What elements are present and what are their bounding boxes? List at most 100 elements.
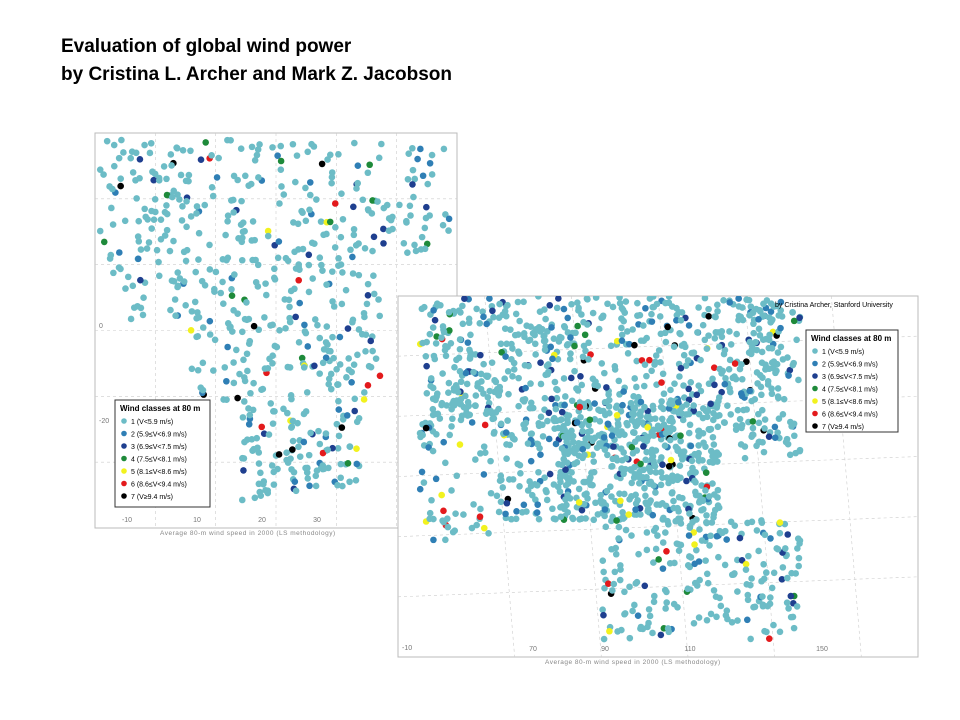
station-dot	[677, 437, 684, 445]
station-dot	[578, 311, 585, 318]
station-dot	[335, 150, 342, 158]
station-dot	[350, 231, 358, 239]
station-dot	[305, 451, 313, 459]
station-dot	[680, 382, 687, 389]
station-dot	[271, 342, 279, 350]
station-dot	[148, 225, 156, 232]
station-dot	[678, 410, 686, 417]
station-dot	[425, 444, 432, 451]
station-dot	[353, 460, 361, 468]
station-dot	[552, 405, 560, 413]
station-dot	[686, 510, 693, 517]
station-dot	[217, 289, 225, 297]
station-dot	[440, 328, 448, 336]
station-dot	[163, 175, 170, 183]
station-dot	[328, 169, 336, 176]
station-dot	[784, 440, 792, 448]
graticule	[398, 576, 918, 598]
station-dot	[191, 298, 199, 306]
legend-box	[114, 399, 211, 508]
station-dot	[641, 582, 649, 590]
station-dot	[503, 340, 510, 348]
station-dot	[670, 504, 678, 512]
station-dot	[327, 347, 334, 355]
station-dot	[431, 316, 439, 324]
station-dot	[96, 166, 104, 173]
station-dot	[255, 460, 263, 467]
station-dot	[610, 443, 617, 450]
station-dot	[485, 530, 492, 537]
station-dot	[100, 238, 108, 246]
station-dot	[419, 172, 427, 180]
station-dot	[352, 477, 360, 484]
station-dot	[423, 389, 431, 397]
station-dot	[151, 196, 159, 203]
station-dot	[350, 361, 358, 368]
station-dot	[404, 175, 412, 183]
station-dot	[758, 359, 766, 367]
station-dot	[561, 324, 569, 331]
station-dot	[764, 377, 772, 385]
station-dot	[633, 383, 640, 391]
legend-label: 4 (7.5≤V<8.1 m/s)	[131, 457, 187, 464]
station-dot	[703, 519, 710, 527]
station-dot	[669, 489, 676, 496]
station-dot	[428, 171, 436, 178]
station-dot	[117, 182, 124, 190]
station-dot	[477, 505, 484, 513]
station-dot	[537, 413, 545, 421]
station-dot	[631, 341, 638, 349]
station-dot	[680, 351, 688, 359]
station-dot	[255, 326, 263, 334]
station-dot	[168, 277, 176, 284]
station-dot	[703, 345, 711, 352]
station-dot	[472, 456, 479, 463]
station-dot	[419, 339, 426, 347]
station-dot	[643, 448, 650, 456]
station-dot	[795, 376, 802, 384]
station-dot	[426, 330, 434, 338]
station-dot	[601, 506, 609, 513]
station-dot	[549, 505, 556, 513]
station-dot	[776, 529, 784, 537]
station-dot	[328, 179, 335, 187]
station-dot	[573, 419, 581, 426]
station-dot	[755, 547, 762, 555]
station-dot	[115, 249, 123, 256]
station-dot	[564, 314, 572, 322]
station-dot	[604, 451, 611, 459]
station-dot	[618, 337, 626, 344]
station-dot	[777, 298, 785, 306]
station-dot	[228, 286, 235, 293]
station-dot	[185, 177, 192, 185]
station-dot	[296, 453, 304, 460]
station-dot	[133, 195, 140, 202]
station-dot	[178, 217, 186, 224]
station-dot	[755, 325, 763, 333]
station-dot	[646, 296, 654, 302]
station-dot	[546, 470, 554, 478]
station-dot	[758, 391, 765, 399]
station-dot	[432, 340, 440, 347]
station-dot	[571, 449, 579, 457]
station-dot	[602, 523, 610, 531]
station-dot	[410, 193, 417, 201]
station-dot	[459, 302, 466, 310]
station-dot	[187, 326, 195, 334]
station-dot	[689, 518, 696, 526]
station-dot	[370, 290, 378, 298]
station-dot	[775, 415, 783, 422]
station-dot	[793, 603, 801, 610]
station-dot	[567, 350, 574, 357]
station-dot	[746, 387, 754, 395]
station-dot	[655, 347, 663, 354]
station-dot	[560, 433, 568, 441]
station-dot	[653, 381, 660, 388]
station-dot	[236, 370, 243, 378]
station-dot	[312, 482, 320, 490]
station-dot	[637, 623, 645, 631]
station-dot	[335, 406, 343, 413]
station-dot	[722, 375, 729, 382]
station-dot	[656, 313, 664, 320]
station-dot	[141, 141, 148, 149]
